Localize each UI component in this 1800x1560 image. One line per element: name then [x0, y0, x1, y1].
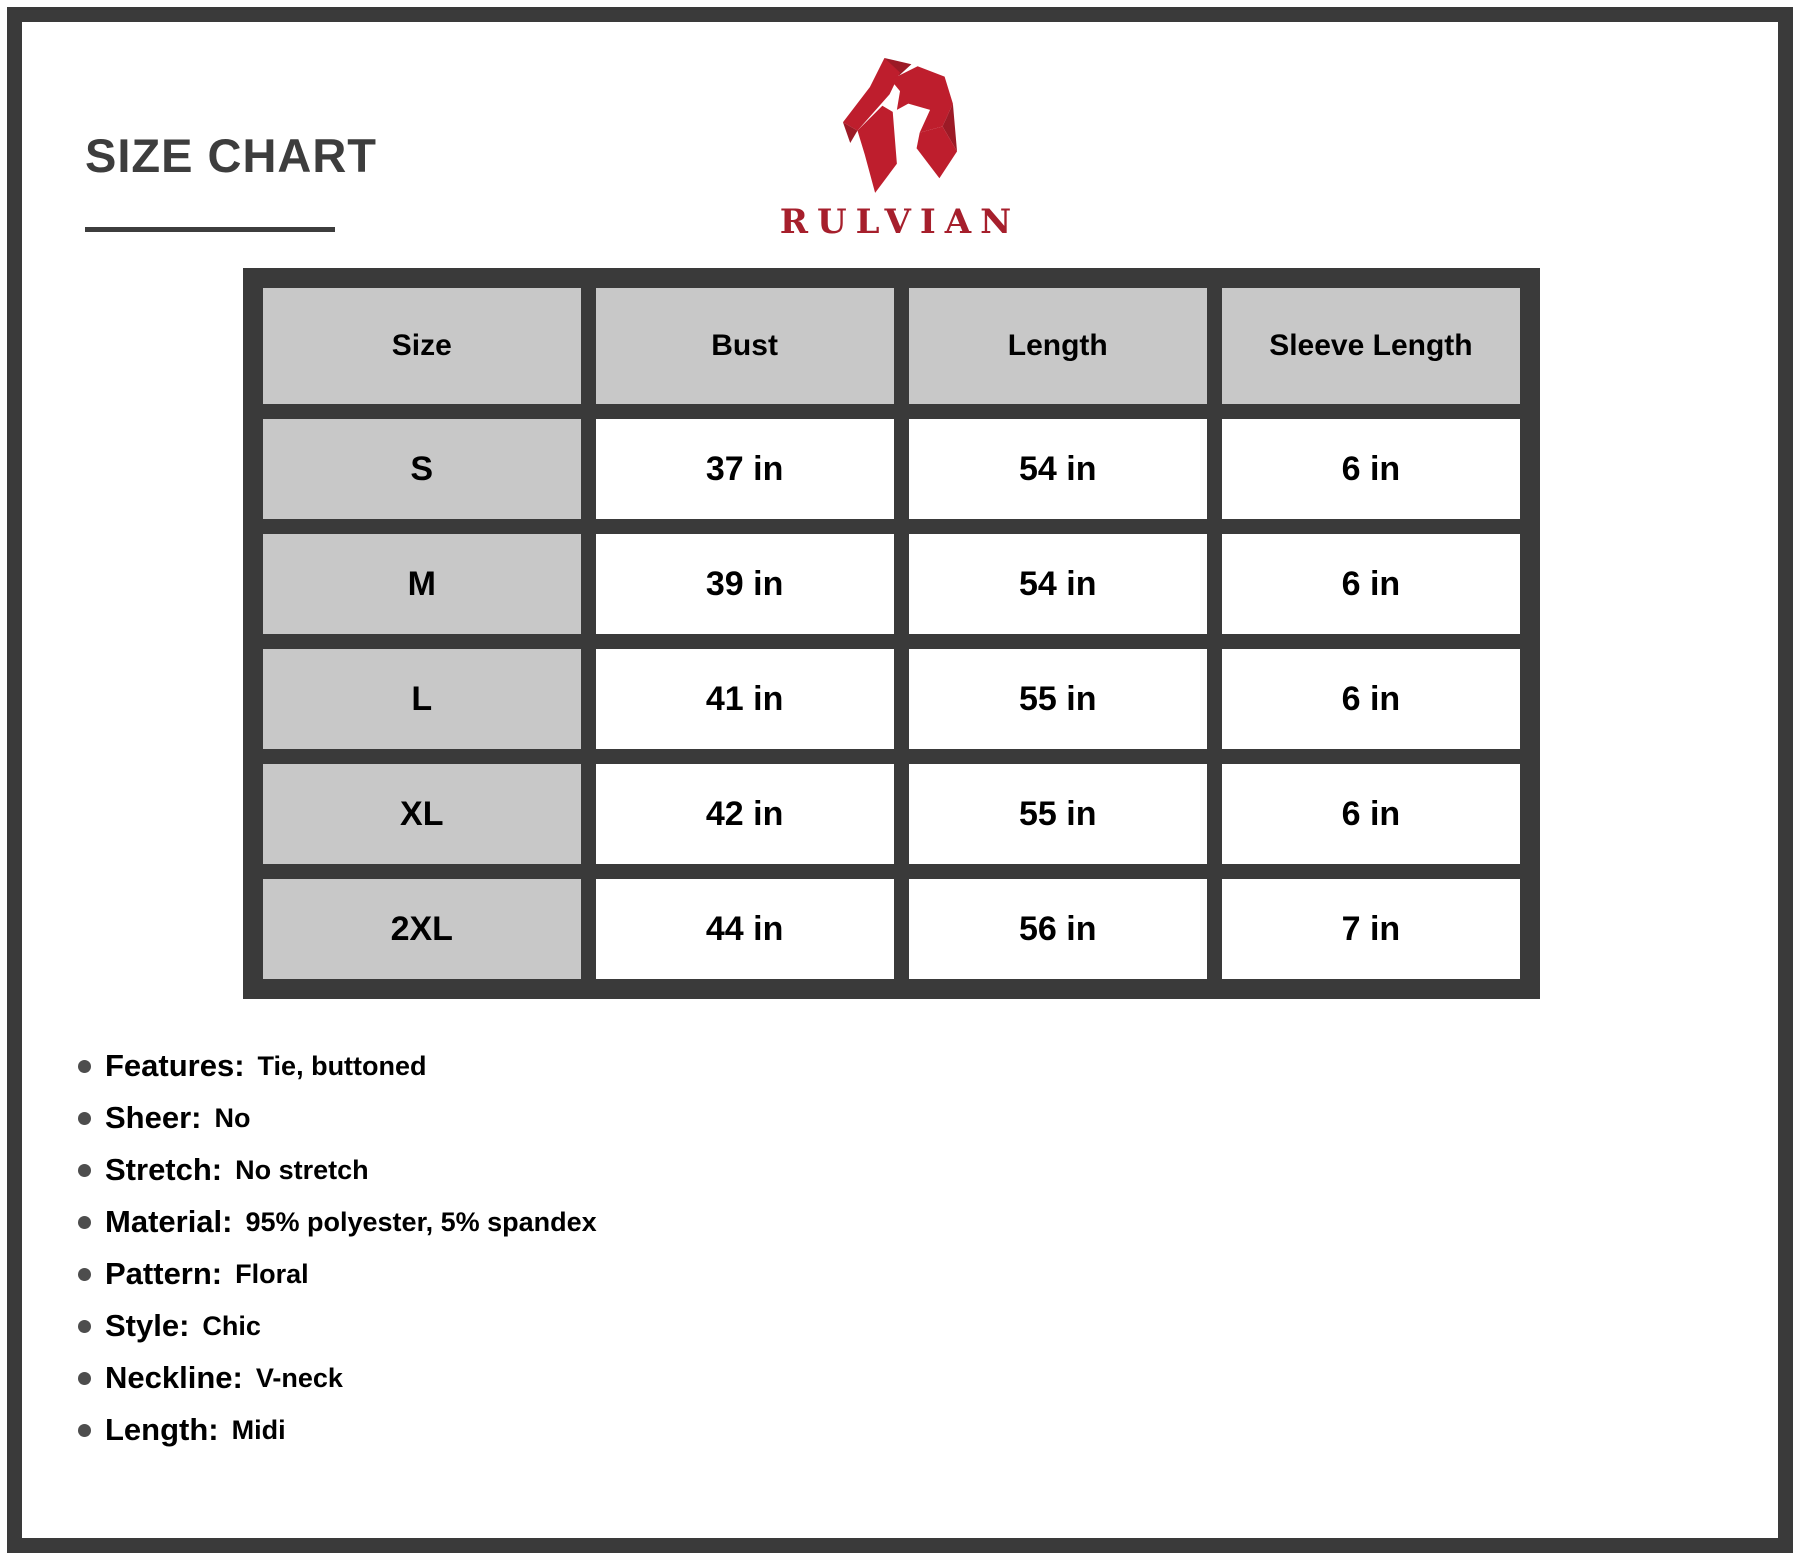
cell-size: 2XL: [263, 879, 581, 979]
cell-length: 54 in: [908, 534, 1207, 634]
cell-bust: 41 in: [595, 649, 894, 749]
bullet-icon: [78, 1319, 91, 1333]
brand-logo: RULVIAN: [770, 58, 1030, 242]
table-row: 2XL 44 in 56 in 7 in: [263, 879, 1520, 979]
list-item: Material: 95% polyester, 5% spandex: [78, 1196, 597, 1248]
list-item: Length: Midi: [78, 1404, 597, 1456]
cell-length: 55 in: [908, 649, 1207, 749]
table-row: L 41 in 55 in 6 in: [263, 649, 1520, 749]
cell-length: 55 in: [908, 764, 1207, 864]
detail-value: No stretch: [235, 1154, 369, 1185]
detail-label: Material:: [105, 1204, 233, 1239]
size-chart-table: Size Bust Length Sleeve Length S 37 in 5…: [243, 268, 1540, 999]
detail-value: Tie, buttoned: [257, 1050, 427, 1081]
bullet-icon: [78, 1423, 91, 1437]
bullet-icon: [78, 1267, 91, 1281]
list-item: Sheer: No: [78, 1092, 597, 1144]
bullet-icon: [78, 1059, 91, 1073]
list-item: Features: Tie, buttoned: [78, 1040, 597, 1092]
cell-bust: 37 in: [595, 419, 894, 519]
detail-value: No: [214, 1102, 251, 1133]
cell-size: L: [263, 649, 581, 749]
detail-value: 95% polyester, 5% spandex: [245, 1206, 597, 1237]
cell-size: XL: [263, 764, 581, 864]
product-details-list: Features: Tie, buttoned Sheer: No Stretc…: [78, 1040, 597, 1456]
list-item: Neckline: V-neck: [78, 1352, 597, 1404]
bullet-icon: [78, 1215, 91, 1229]
detail-label: Features:: [105, 1048, 245, 1083]
bullet-icon: [78, 1163, 91, 1177]
cell-length: 56 in: [908, 879, 1207, 979]
cell-sleeve: 7 in: [1221, 879, 1520, 979]
detail-value: V-neck: [255, 1362, 343, 1393]
cell-size: M: [263, 534, 581, 634]
header-sleeve-length: Sleeve Length: [1221, 288, 1520, 404]
rulvian-r-logo-icon: [842, 58, 958, 193]
cell-sleeve: 6 in: [1221, 534, 1520, 634]
detail-value: Floral: [235, 1258, 309, 1289]
detail-label: Length:: [105, 1412, 219, 1447]
detail-label: Style:: [105, 1308, 190, 1343]
header-bust: Bust: [595, 288, 894, 404]
cell-size: S: [263, 419, 581, 519]
list-item: Style: Chic: [78, 1300, 597, 1352]
detail-value: Midi: [231, 1414, 286, 1445]
table-header-row: Size Bust Length Sleeve Length: [263, 288, 1520, 404]
table-row: XL 42 in 55 in 6 in: [263, 764, 1520, 864]
list-item: Pattern: Floral: [78, 1248, 597, 1300]
cell-sleeve: 6 in: [1221, 419, 1520, 519]
detail-label: Stretch:: [105, 1152, 223, 1187]
table-row: S 37 in 54 in 6 in: [263, 419, 1520, 519]
brand-name: RULVIAN: [779, 202, 1021, 242]
cell-bust: 42 in: [595, 764, 894, 864]
detail-label: Pattern:: [105, 1256, 223, 1291]
cell-sleeve: 6 in: [1221, 764, 1520, 864]
cell-length: 54 in: [908, 419, 1207, 519]
header-length: Length: [908, 288, 1207, 404]
title-underline: [85, 227, 335, 232]
list-item: Stretch: No stretch: [78, 1144, 597, 1196]
bullet-icon: [78, 1111, 91, 1125]
table-row: M 39 in 54 in 6 in: [263, 534, 1520, 634]
detail-label: Sheer:: [105, 1100, 202, 1135]
page-title: SIZE CHART: [85, 129, 377, 182]
bullet-icon: [78, 1371, 91, 1385]
cell-sleeve: 6 in: [1221, 649, 1520, 749]
detail-value: Chic: [202, 1310, 261, 1341]
cell-bust: 44 in: [595, 879, 894, 979]
cell-bust: 39 in: [595, 534, 894, 634]
header-size: Size: [263, 288, 581, 404]
detail-label: Neckline:: [105, 1360, 243, 1395]
